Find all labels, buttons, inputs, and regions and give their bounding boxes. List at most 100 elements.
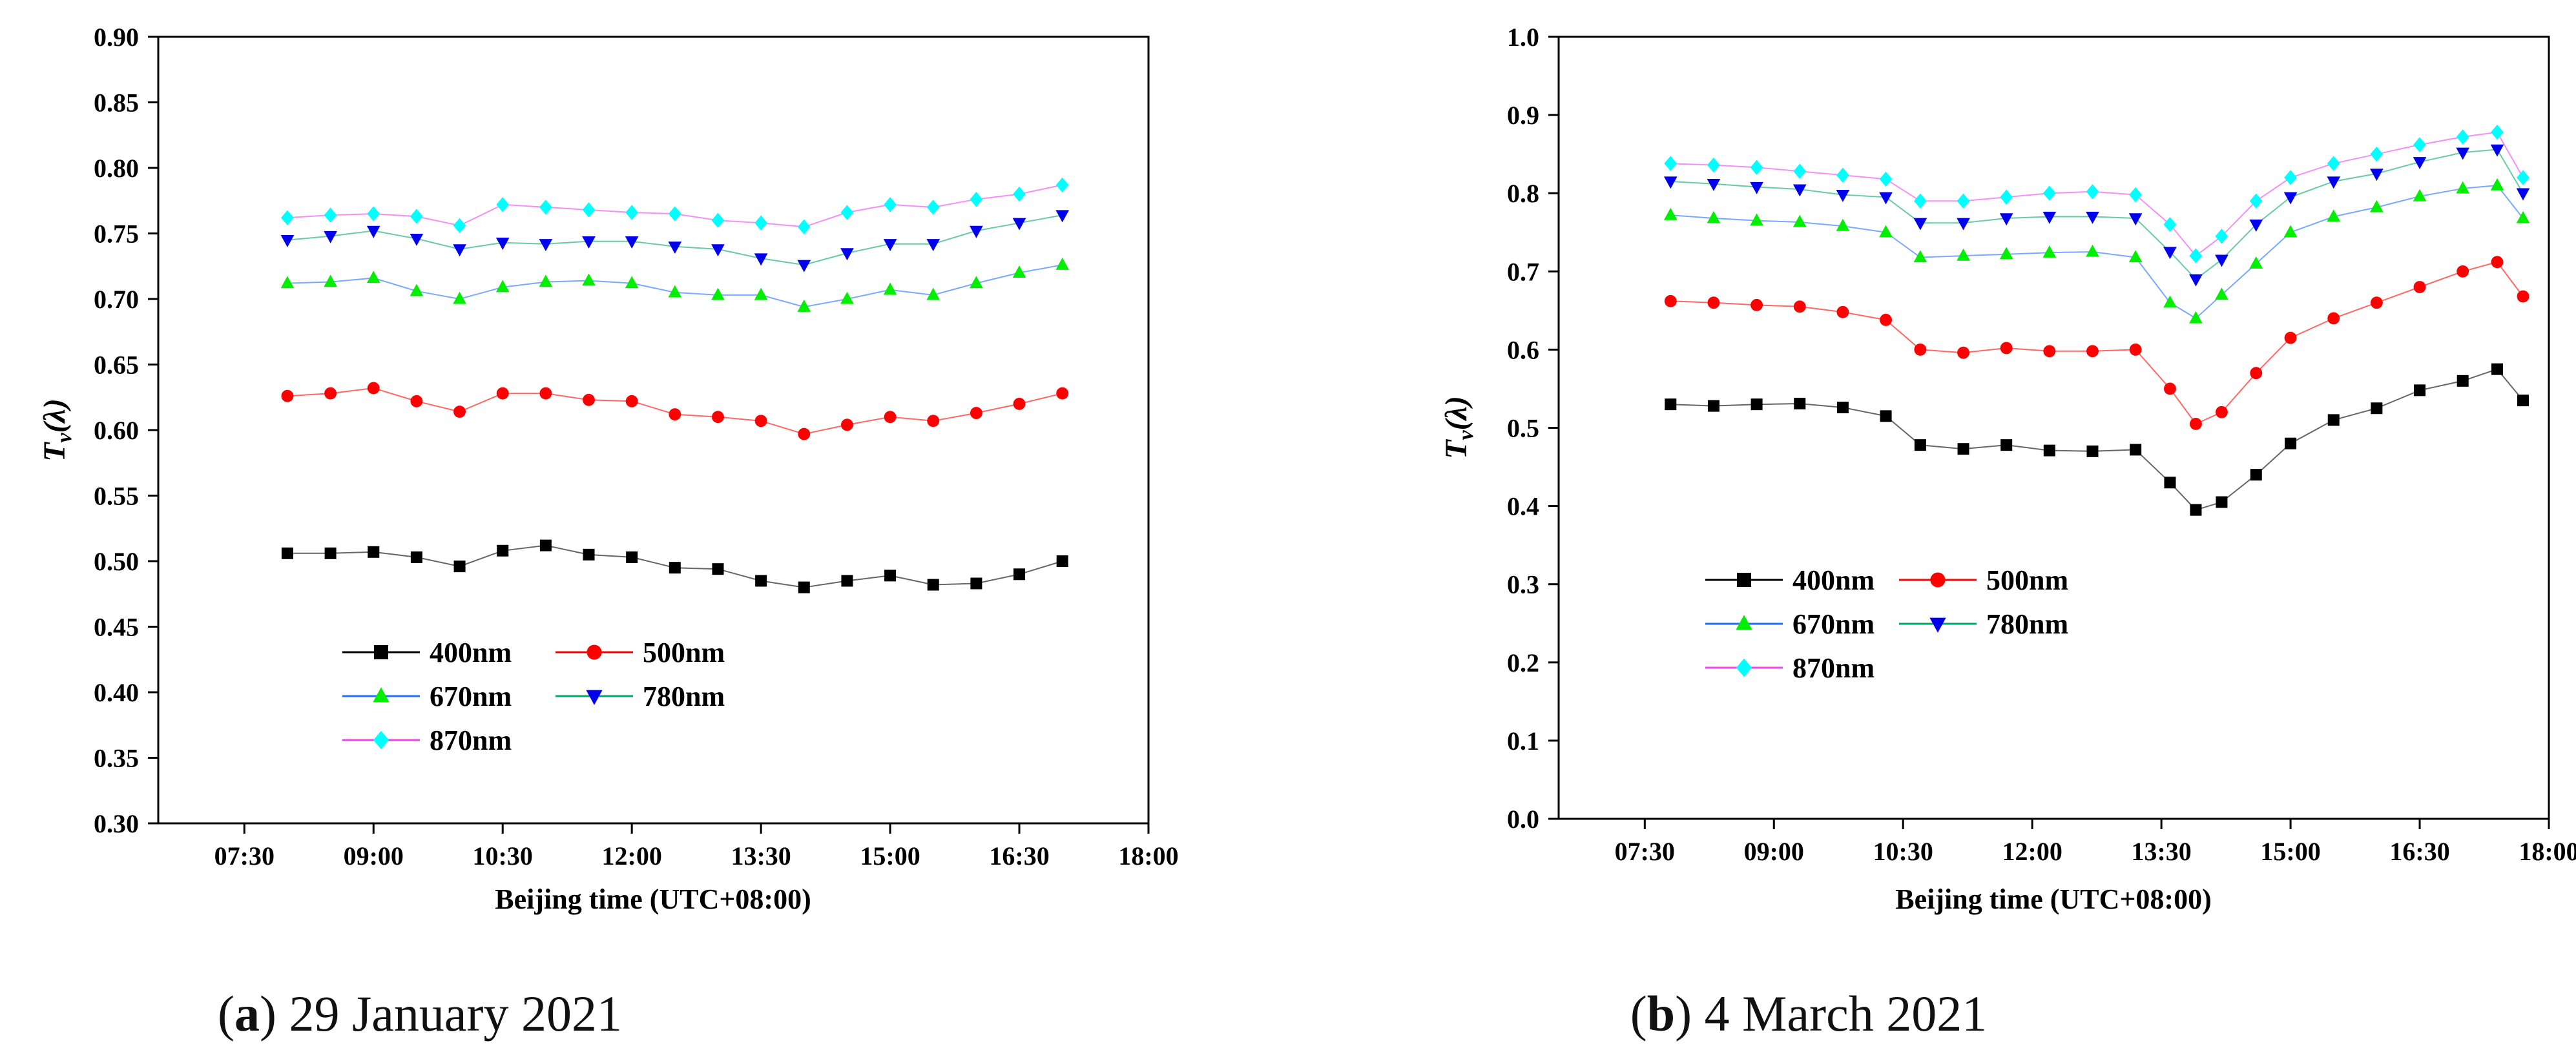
data-point-400nm	[2517, 395, 2529, 407]
data-point-400nm	[2327, 414, 2340, 426]
legend-label-500nm: 500nm	[643, 637, 725, 668]
y-tick-label: 0.30	[94, 809, 139, 838]
data-point-780nm	[668, 242, 682, 254]
data-point-500nm	[754, 415, 767, 427]
legend-label-500nm: 500nm	[1986, 564, 2068, 596]
data-point-500nm	[927, 415, 940, 427]
data-point-780nm	[2249, 219, 2263, 232]
data-point-670nm	[711, 287, 725, 300]
data-point-500nm	[2413, 281, 2426, 293]
caption-b: (b) 4 March 2021	[1630, 985, 1988, 1042]
caption-a-text: 29 January 2021	[289, 985, 623, 1042]
data-point-780nm	[797, 260, 811, 273]
y-tick-label: 0.50	[94, 547, 139, 576]
data-point-780nm	[2283, 192, 2298, 205]
data-point-870nm	[884, 197, 897, 212]
data-point-670nm	[1707, 211, 1721, 223]
x-tick-label: 15:00	[2260, 837, 2320, 866]
series-line-670nm	[1670, 185, 2524, 320]
x-tick-label: 12:00	[602, 841, 662, 870]
data-point-400nm	[2216, 496, 2228, 508]
data-point-670nm	[2370, 200, 2384, 212]
legend-marker-870nm	[1736, 658, 1752, 677]
legend-b: 400nm 500nm 670nm 780nm 870nm	[1705, 564, 2068, 684]
data-point-780nm	[2490, 144, 2504, 157]
data-point-670nm	[1055, 257, 1070, 270]
data-point-500nm	[367, 382, 380, 395]
data-point-500nm	[1707, 296, 1720, 309]
data-point-780nm	[2413, 157, 2427, 170]
y-tick-label: 0.8	[1507, 179, 1539, 208]
data-point-780nm	[970, 225, 983, 238]
data-point-870nm	[281, 210, 294, 225]
data-point-670nm	[2456, 181, 2470, 194]
data-point-870nm	[1013, 186, 1026, 202]
data-point-670nm	[539, 274, 553, 287]
data-point-870nm	[1957, 193, 1970, 209]
x-axis-b: 07:30 09:00 10:30 12:00 13:30 15:00 16:30 18:00	[1615, 819, 2576, 866]
legend-a: 400nm 500nm 670nm 780nm 870nm	[342, 637, 725, 756]
y-tick-label: 0.70	[94, 285, 139, 314]
legend-label-780nm: 780nm	[643, 681, 725, 712]
data-point-780nm	[1012, 218, 1026, 231]
data-point-780nm	[1663, 176, 1678, 189]
data-point-870nm	[2456, 129, 2469, 145]
data-point-400nm	[970, 577, 982, 590]
data-point-870nm	[496, 197, 510, 212]
legend-label-670nm: 670nm	[430, 681, 512, 712]
data-point-500nm	[1914, 343, 1927, 356]
data-point-400nm	[368, 546, 380, 558]
data-point-870nm	[2517, 170, 2529, 185]
data-point-670nm	[668, 285, 682, 298]
data-point-780nm	[711, 244, 725, 257]
y-tick-label: 0.3	[1507, 570, 1539, 599]
series-line-780nm	[287, 214, 1063, 266]
data-point-670nm	[797, 299, 811, 312]
data-point-400nm	[841, 575, 853, 587]
data-point-780nm	[2163, 247, 2177, 260]
legend-marker-780nm	[586, 690, 603, 705]
data-point-870nm	[625, 205, 639, 220]
data-point-400nm	[281, 547, 293, 559]
data-point-500nm	[1750, 298, 1763, 311]
data-point-400nm	[712, 563, 724, 575]
data-point-870nm	[324, 207, 337, 223]
data-point-780nm	[1913, 218, 1927, 231]
data-point-500nm	[281, 389, 294, 402]
data-point-670nm	[1999, 247, 2013, 260]
legend-marker-500nm	[1930, 572, 1946, 588]
data-point-870nm	[2249, 193, 2263, 209]
data-point-870nm	[754, 215, 768, 231]
y-tick-label: 0.35	[94, 744, 139, 773]
caption-b-letter: b	[1646, 985, 1676, 1042]
data-point-870nm	[453, 218, 466, 234]
data-point-780nm	[2370, 169, 2384, 181]
data-point-670nm	[366, 271, 380, 283]
chart-panel-a: 07:30 09:00 10:30 12:00 13:30 15:00 16:30 18:00…	[37, 23, 1179, 915]
data-point-400nm	[755, 575, 767, 587]
data-point-670nm	[2189, 311, 2203, 324]
data-point-870nm	[2189, 248, 2203, 263]
data-point-500nm	[496, 387, 509, 400]
data-point-400nm	[324, 547, 337, 559]
caption-b-text: 4 March 2021	[1704, 985, 1988, 1042]
x-tick-label: 09:00	[1744, 837, 1804, 866]
data-point-400nm	[2414, 384, 2426, 396]
data-point-500nm	[2250, 367, 2263, 380]
data-point-400nm	[2285, 437, 2297, 449]
data-point-670nm	[2215, 287, 2228, 300]
data-point-400nm	[1013, 568, 1026, 581]
y-axis-label-a: Tv(λ)	[37, 398, 76, 462]
data-point-400nm	[2164, 477, 2176, 489]
legend-marker-400nm	[1737, 573, 1751, 587]
data-point-780nm	[754, 253, 768, 266]
y-tick-label: 0.65	[94, 351, 139, 380]
data-point-500nm	[2215, 406, 2228, 418]
data-point-400nm	[669, 562, 681, 574]
data-point-400nm	[626, 551, 638, 563]
data-point-670nm	[2413, 189, 2427, 201]
data-point-870nm	[539, 200, 552, 215]
legend-label-780nm: 780nm	[1986, 608, 2068, 640]
data-point-400nm	[2000, 439, 2013, 451]
data-point-670nm	[410, 283, 424, 296]
